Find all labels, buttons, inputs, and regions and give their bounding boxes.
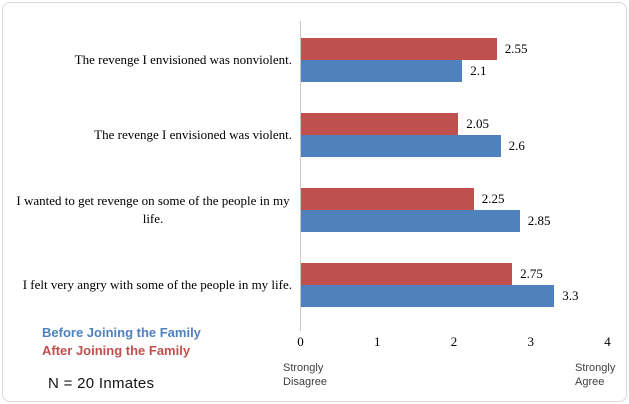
x-tick-label-4: 4 [604,334,611,349]
y-axis-line [300,21,301,331]
data-label: 2.05 [466,116,490,131]
data-label: 3.3 [562,288,579,303]
category-label-wanted-revenge: I wanted to get revenge on some of the p… [16,193,290,226]
data-label: 2.6 [508,138,525,153]
category-label-felt-angry: I felt very angry with some of the peopl… [22,277,292,292]
x-tick-label-2: 2 [450,334,458,349]
data-label: 2.85 [527,213,551,228]
legend: Before Joining the Family After Joining … [42,324,201,360]
bar-group: 2.55 2.1 [301,38,608,82]
category-label-nonviolent: The revenge I envisioned was nonviolent. [74,52,292,67]
bar-group: 2.25 2.85 [301,188,608,232]
x-axis-max-label: Strongly Agree [575,362,616,388]
bar-after-joining[interactable]: 2.75 [301,263,543,285]
bar-after-joining[interactable]: 2.25 [301,188,504,210]
bar-group: 2.75 3.3 [301,263,608,307]
x-tick-label-1: 1 [374,334,381,349]
bar-after-joining[interactable]: 2.55 [301,38,527,60]
bar-group: 2.05 2.6 [301,113,608,157]
bar-before-joining[interactable]: 2.1 [301,60,486,82]
plot-area: 2.55 2.1 2.05 2.6 2.25 2.85 2.75 [301,21,608,331]
bar-before-joining[interactable]: 3.3 [301,285,579,307]
bar-before-joining[interactable]: 2.6 [301,135,525,157]
category-label-violent: The revenge I envisioned was violent. [94,127,292,142]
x-axis-min-label: Strongly Disagree [283,362,328,388]
bar-after-joining[interactable]: 2.05 [301,113,489,135]
data-label: 2.55 [504,41,528,56]
x-tick-label-0: 0 [297,334,304,349]
legend-item-after-joining[interactable]: After Joining the Family [42,343,191,358]
data-label: 2.25 [481,191,505,206]
legend-item-before-joining[interactable]: Before Joining the Family [42,325,201,340]
bar-before-joining[interactable]: 2.85 [301,210,550,232]
x-tick-label-3: 3 [527,334,535,349]
data-label: 2.1 [470,63,487,78]
data-label: 2.75 [520,266,543,281]
sample-size-note: N = 20 Inmates [48,375,155,392]
